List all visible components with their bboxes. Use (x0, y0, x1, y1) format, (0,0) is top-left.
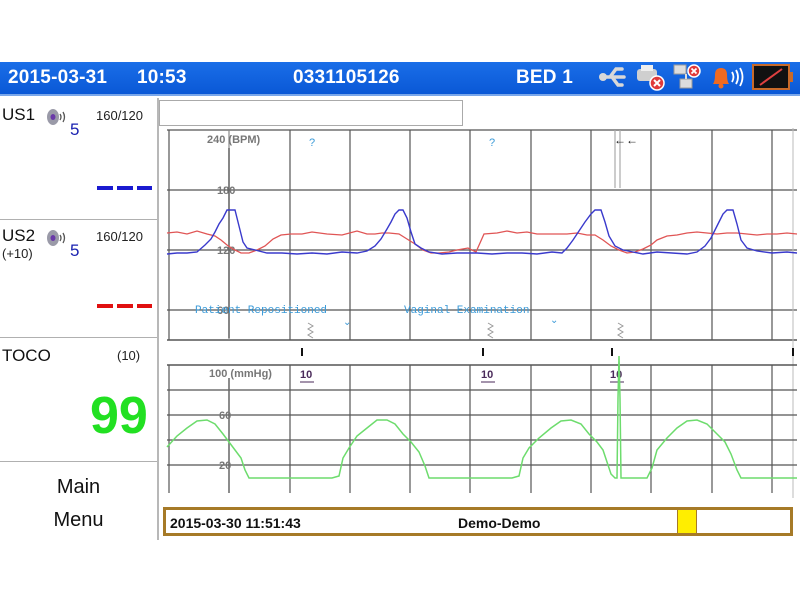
toco-value: 99 (90, 387, 148, 445)
speed-label: 10 (300, 369, 312, 381)
us2-value (97, 304, 152, 308)
main-menu-line1: Main (56, 476, 101, 498)
us1-panel[interactable]: US1 5 160/120 (0, 98, 157, 220)
status-bar: 2015-03-31 10:53 0331105126 BED 1 (0, 62, 800, 96)
patient-id: 0331105126 (293, 67, 400, 88)
speed-label: 10 (481, 369, 493, 381)
chevron-down-icon: ⌄ (343, 317, 351, 328)
annotation-vaginal-examination[interactable]: Vaginal Examination (404, 305, 529, 317)
toco-label: TOCO (2, 346, 51, 365)
network-error-icon[interactable] (672, 63, 702, 96)
speaker-icon[interactable] (46, 108, 66, 126)
movement-marks (307, 322, 624, 339)
ctg-trace-area[interactable]: 240 (BPM) 180 120 60 ? ? ←← Patient Repo… (157, 98, 800, 498)
speed-label: 10 (610, 369, 622, 381)
us1-trace (166, 209, 798, 255)
fhr-tick-60: 60 (217, 305, 229, 317)
fhr-grid (167, 129, 797, 341)
monitor-screen: 2015-03-31 10:53 0331105126 BED 1 US1 (0, 62, 800, 540)
us1-value (97, 186, 152, 190)
main-menu-button[interactable]: Main Menu (0, 462, 157, 540)
us1-label: US1 (2, 105, 36, 124)
toco-grid (167, 364, 797, 493)
battery-empty-icon (752, 63, 794, 96)
printer-error-icon[interactable] (634, 63, 666, 96)
us1-alarm-limits: 160/120 (96, 108, 143, 123)
usb-icon[interactable] (598, 64, 628, 95)
toco-panel[interactable]: TOCO (10) 99 (0, 338, 157, 462)
alarm-bell-icon[interactable] (708, 63, 746, 96)
toco-scale: (10) (117, 348, 141, 363)
parameter-sidebar: US1 5 160/120 US2 (+10) 5 160/120 TOCO (… (0, 98, 159, 540)
us2-volume: 5 (70, 241, 80, 260)
toco-tick-60: 60 (219, 410, 231, 422)
current-date: 2015-03-31 (8, 67, 108, 88)
toco-unit-label: 100 (mmHg) (209, 368, 272, 380)
fhr-tick-120: 120 (217, 245, 235, 257)
toco-trace (166, 355, 797, 479)
current-time: 10:53 (137, 67, 187, 88)
toco-tick-20: 20 (219, 460, 231, 472)
us2-offset: (+10) (2, 246, 33, 261)
chevron-down-icon: ⌄ (550, 315, 558, 326)
us2-label: US2 (2, 226, 36, 245)
message-box (159, 100, 463, 126)
us2-alarm-limits: 160/120 (96, 229, 143, 244)
annotation-patient-repositioned[interactable]: Patient Repositioned (195, 305, 327, 317)
us2-trace (166, 230, 798, 254)
arrow-left-icon: ←← (614, 133, 638, 147)
fhr-marker-question[interactable]: ? (489, 137, 495, 149)
time-ticks (301, 348, 794, 356)
record-start-time: 2015-03-30 11:51:43 (170, 515, 301, 531)
fhr-unit-label: 240 (BPM) (207, 134, 261, 146)
status-indicator (677, 510, 697, 533)
main-menu-line2: Menu (53, 509, 104, 531)
patient-info-bar[interactable]: 2015-03-30 11:51:43 Demo-Demo (163, 507, 793, 536)
speaker-icon[interactable] (46, 229, 66, 247)
fhr-marker-question[interactable]: ? (309, 137, 315, 149)
us2-panel[interactable]: US2 (+10) 5 160/120 (0, 220, 157, 338)
bed-label: BED 1 (516, 67, 573, 88)
patient-name: Demo-Demo (458, 515, 541, 531)
us1-volume: 5 (70, 120, 80, 139)
event-marker (614, 130, 621, 188)
fhr-tick-180: 180 (217, 185, 235, 197)
